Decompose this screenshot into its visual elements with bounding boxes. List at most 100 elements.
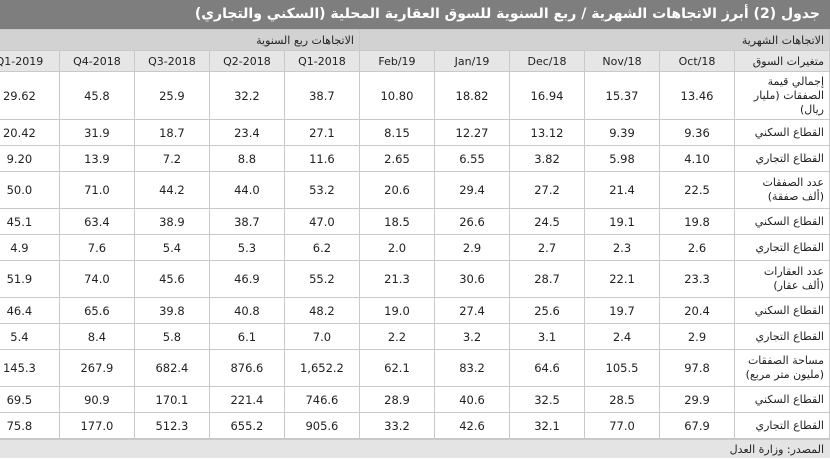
cell-quarter: 5.4: [133, 234, 210, 261]
cell-quarter: 38.9: [133, 208, 210, 235]
cell-quarter: 39.8: [133, 297, 210, 324]
cell-month: 5.98: [584, 145, 660, 172]
cell-quarter: 27.1: [283, 119, 360, 146]
row-label: القطاع السكني: [734, 297, 830, 324]
cell-quarter: 38.7: [283, 71, 360, 120]
cell-month: 28.7: [509, 260, 585, 298]
row-label: القطاع السكني: [734, 119, 830, 146]
cell-quarter: 512.3: [133, 412, 210, 439]
cell-month: 2.4: [584, 323, 660, 350]
cell-month: 24.5: [509, 208, 585, 235]
cell-month: 18.5: [358, 208, 436, 235]
column-header-month: Feb/19: [358, 50, 436, 72]
cell-month: 33.2: [358, 412, 436, 439]
table-row: إجمالي قيمة الصفقات (مليار ريال) 13.46 15.…: [0, 71, 830, 120]
cell-quarter: 31.9: [58, 119, 135, 146]
cell-quarter: 45.1: [0, 208, 60, 235]
column-header-month: Jan/19: [434, 50, 510, 72]
cell-month: 28.5: [584, 386, 660, 413]
cell-month: 19.0: [358, 297, 436, 324]
cell-month: 32.1: [509, 412, 585, 439]
table-row: مساحة الصفقات (مليون متر مربع) 97.8 105.5 6…: [0, 349, 830, 387]
row-label: عدد العقارات (ألف عقار): [734, 260, 830, 298]
cell-month: 2.6: [659, 234, 735, 261]
column-header-quarter: 2018-Q4: [58, 50, 135, 72]
cell-month: 2.9: [434, 234, 510, 261]
cell-month: 6.55: [434, 145, 510, 172]
cell-month: 23.3: [659, 260, 735, 298]
table-row: القطاع السكني 29.9 28.5 32.5 40.6 28.9 746.6 22…: [0, 386, 830, 413]
cell-quarter: 45.6: [133, 260, 210, 298]
cell-quarter: 267.9: [58, 349, 135, 387]
cell-month: 16.94: [509, 71, 585, 120]
cell-month: 3.2: [434, 323, 510, 350]
cell-quarter: 50.0: [0, 171, 60, 209]
cell-month: 97.8: [659, 349, 735, 387]
cell-quarter: 45.8: [58, 71, 135, 120]
cell-month: 18.82: [434, 71, 510, 120]
cell-quarter: 53.2: [283, 171, 360, 209]
cell-quarter: 5.3: [208, 234, 285, 261]
cell-quarter: 5.8: [133, 323, 210, 350]
cell-quarter: 25.9: [133, 71, 210, 120]
table-row: عدد الصفقات (ألف صفقة) 22.5 21.4 27.2 29.4 20…: [0, 171, 830, 209]
cell-month: 2.2: [358, 323, 436, 350]
cell-quarter: 69.5: [0, 386, 60, 413]
row-label: القطاع التجاري: [734, 412, 830, 439]
cell-month: 32.5: [509, 386, 585, 413]
cell-quarter: 75.8: [0, 412, 60, 439]
cell-quarter: 7.6: [58, 234, 135, 261]
cell-quarter: 32.2: [208, 71, 285, 120]
cell-quarter: 44.0: [208, 171, 285, 209]
cell-month: 62.1: [358, 349, 436, 387]
cell-month: 25.6: [509, 297, 585, 324]
cell-month: 19.7: [584, 297, 660, 324]
row-label: القطاع السكني: [734, 386, 830, 413]
cell-month: 2.7: [509, 234, 585, 261]
row-label: عدد الصفقات (ألف صفقة): [734, 171, 830, 209]
column-header-quarter: 2019-Q1: [0, 50, 60, 72]
cell-month: 20.6: [358, 171, 436, 209]
cell-quarter: 177.0: [58, 412, 135, 439]
cell-month: 29.9: [659, 386, 735, 413]
cell-month: 13.12: [509, 119, 585, 146]
cell-month: 22.5: [659, 171, 735, 209]
group-monthly: الاتجاهات الشهرية: [358, 29, 830, 51]
cell-month: 26.6: [434, 208, 510, 235]
cell-quarter: 18.7: [133, 119, 210, 146]
cell-quarter: 11.6: [283, 145, 360, 172]
table-row: القطاع السكني 9.36 9.39 13.12 12.27 8.15 27.1 2…: [0, 119, 830, 146]
table-title: جدول (2) أبرز الاتجاهات الشهرية / ربع ال…: [0, 0, 830, 29]
cell-quarter: 4.9: [0, 234, 60, 261]
cell-quarter: 5.4: [0, 323, 60, 350]
cell-quarter: 65.6: [58, 297, 135, 324]
cell-month: 19.1: [584, 208, 660, 235]
cell-month: 30.6: [434, 260, 510, 298]
cell-quarter: 6.1: [208, 323, 285, 350]
column-header-quarter: 2018-Q3: [133, 50, 210, 72]
cell-quarter: 145.3: [0, 349, 60, 387]
cell-month: 2.9: [659, 323, 735, 350]
cell-quarter: 655.2: [208, 412, 285, 439]
row-label: القطاع التجاري: [734, 234, 830, 261]
cell-month: 27.2: [509, 171, 585, 209]
cell-month: 67.9: [659, 412, 735, 439]
cell-quarter: 47.0: [283, 208, 360, 235]
cell-month: 64.6: [509, 349, 585, 387]
cell-quarter: 6.2: [283, 234, 360, 261]
cell-quarter: 38.7: [208, 208, 285, 235]
cell-quarter: 51.9: [0, 260, 60, 298]
cell-month: 29.4: [434, 171, 510, 209]
cell-quarter: 20.42: [0, 119, 60, 146]
cell-month: 21.4: [584, 171, 660, 209]
cell-month: 42.6: [434, 412, 510, 439]
cell-quarter: 44.2: [133, 171, 210, 209]
cell-month: 12.27: [434, 119, 510, 146]
cell-month: 13.46: [659, 71, 735, 120]
column-header-month: Nov/18: [584, 50, 660, 72]
cell-month: 3.1: [509, 323, 585, 350]
cell-quarter: 29.62: [0, 71, 60, 120]
cell-month: 20.4: [659, 297, 735, 324]
cell-month: 28.9: [358, 386, 436, 413]
